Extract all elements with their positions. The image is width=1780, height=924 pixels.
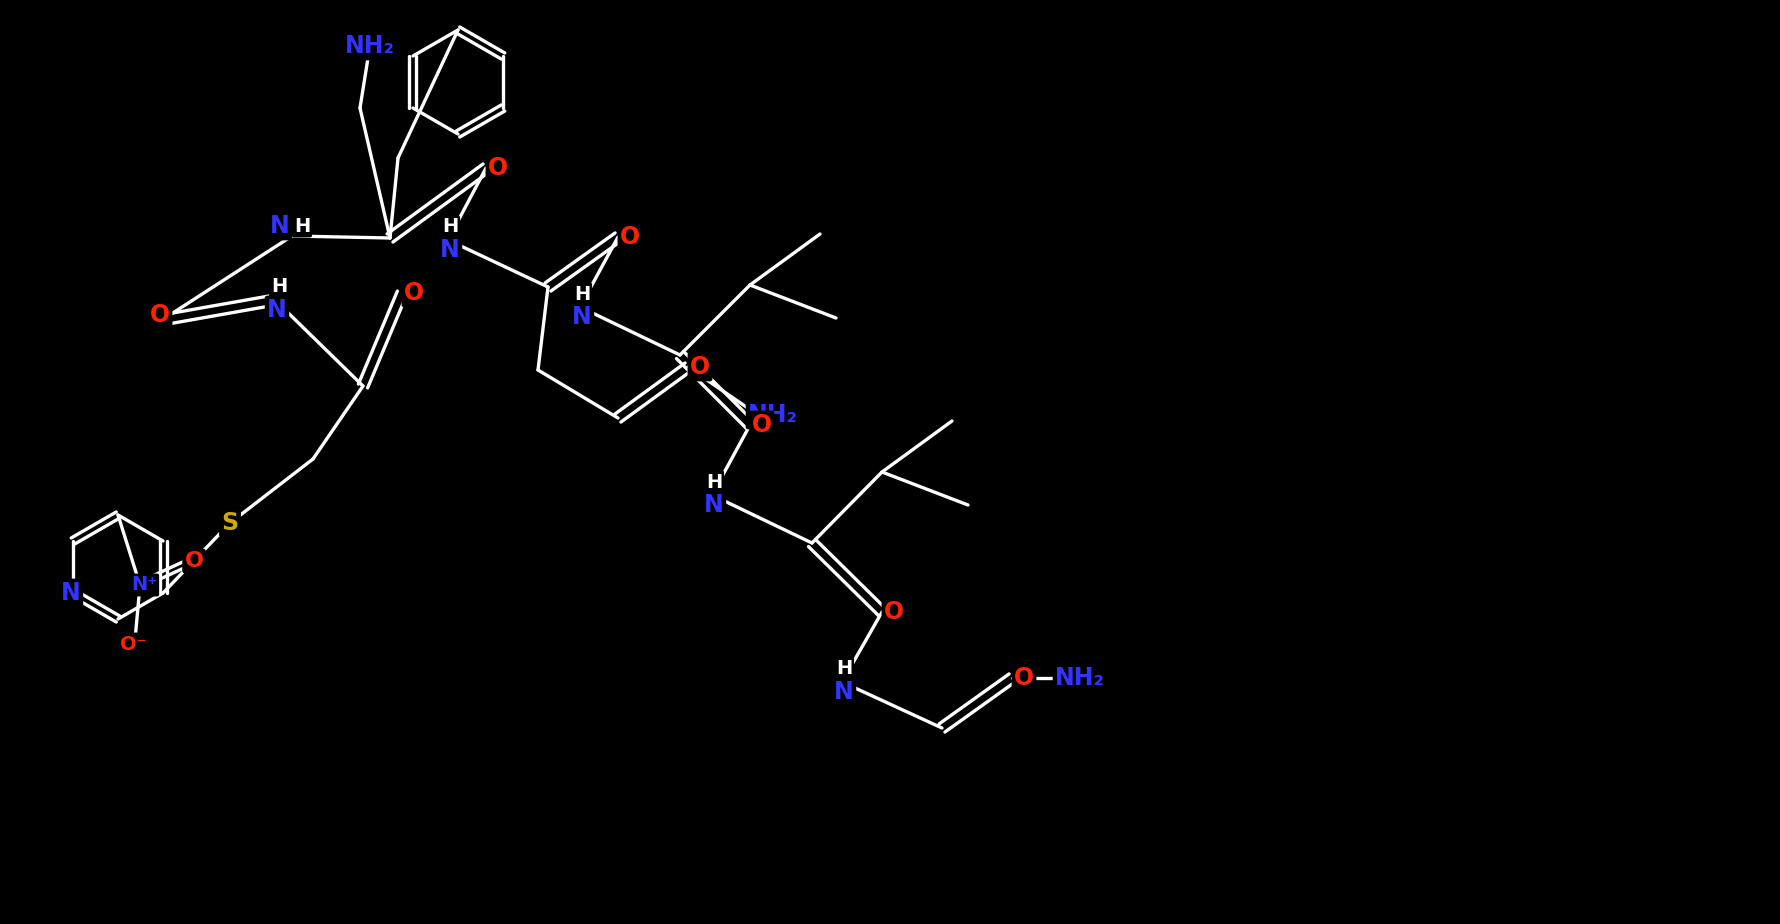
Text: O: O (691, 355, 710, 379)
Text: H: H (573, 285, 591, 303)
Text: N: N (271, 214, 290, 238)
Text: NH₂: NH₂ (345, 34, 395, 58)
Text: N: N (571, 305, 593, 329)
Text: S: S (221, 511, 239, 535)
Text: O: O (751, 413, 773, 437)
Text: O⁻: O⁻ (119, 635, 146, 653)
Text: O: O (150, 303, 171, 327)
Text: O: O (185, 551, 203, 571)
Text: N: N (835, 680, 854, 704)
Text: H: H (271, 277, 287, 297)
Text: N: N (705, 493, 724, 517)
Text: H: H (837, 660, 853, 678)
Text: N⁺: N⁺ (130, 576, 157, 594)
Text: N: N (267, 298, 287, 322)
Text: O: O (885, 600, 904, 624)
Text: N: N (61, 581, 80, 605)
Text: O: O (1015, 666, 1034, 690)
Text: O: O (619, 225, 641, 249)
Text: H: H (294, 216, 310, 236)
Text: O: O (404, 281, 424, 305)
Text: NH₂: NH₂ (1056, 666, 1105, 690)
Text: O: O (488, 156, 507, 180)
Text: NH₂: NH₂ (748, 403, 797, 427)
Text: H: H (441, 217, 457, 237)
Text: N: N (440, 238, 459, 262)
Text: H: H (707, 472, 723, 492)
